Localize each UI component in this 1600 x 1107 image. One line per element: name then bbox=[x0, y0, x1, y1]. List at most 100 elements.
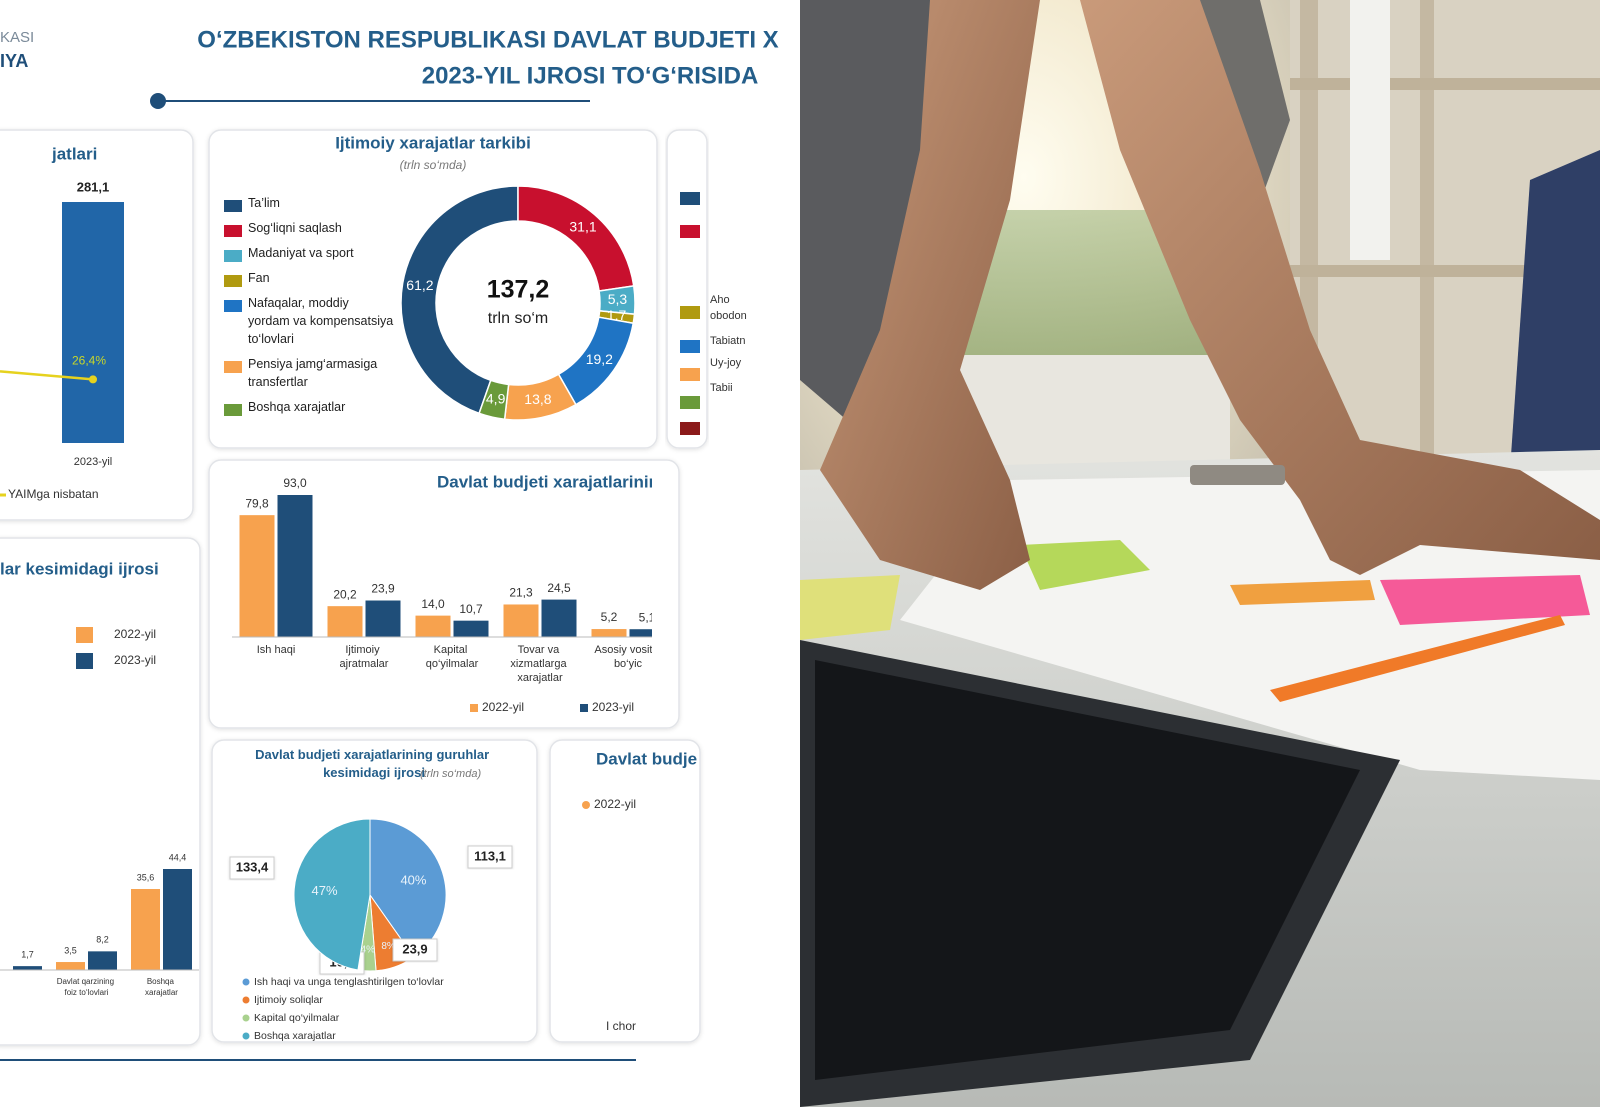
legend-label: Nafaqalar, moddiy yordam va kompensatsiy… bbox=[248, 296, 397, 346]
bar bbox=[415, 615, 451, 637]
legend-swatch bbox=[680, 396, 700, 409]
value-label: 21,3 bbox=[509, 586, 533, 600]
value-label: 19,2 bbox=[586, 351, 613, 367]
bar bbox=[629, 629, 652, 637]
value-label: 26,4% bbox=[72, 354, 106, 368]
legend-swatch bbox=[76, 627, 93, 643]
legend-swatch bbox=[680, 192, 700, 205]
logo-text: IYA bbox=[0, 51, 28, 71]
legend-swatch bbox=[680, 225, 700, 238]
percent-label: 47% bbox=[312, 883, 338, 898]
legend-swatch bbox=[224, 404, 242, 416]
category-label: 2023-yil bbox=[74, 456, 113, 468]
photo-sticky-note bbox=[1020, 540, 1150, 590]
photo-person-right bbox=[1510, 150, 1600, 480]
chart: Ijtimoiy xarajatlar tarkibi (trln so‘mda)… bbox=[224, 133, 636, 421]
bar bbox=[239, 515, 275, 637]
value-box bbox=[467, 845, 513, 869]
value-box bbox=[229, 856, 275, 880]
panel-title: Davlat budje bbox=[596, 749, 697, 768]
photo-sticky-note bbox=[800, 575, 900, 640]
bar bbox=[131, 889, 160, 970]
legend-swatch bbox=[242, 996, 250, 1004]
legend-label: Boshqa xarajatlar bbox=[248, 400, 345, 414]
photo-shelf-item bbox=[1350, 0, 1390, 260]
chart: jatlari 281,1 2023-yil 26,4% YAIMga nisbatan bbox=[0, 144, 124, 501]
value-label: 31,1 bbox=[569, 218, 596, 234]
value-label: 23,9 bbox=[402, 941, 427, 956]
value-label: 24,5 bbox=[547, 581, 571, 595]
legend-label: Uy-joy bbox=[710, 357, 742, 369]
photo-sticky-note bbox=[1380, 575, 1590, 625]
category-label: Ish haqi bbox=[257, 644, 296, 656]
legend-label: Fan bbox=[248, 271, 270, 285]
chart-title: Davlat budjeti xarajatlarining guruhlar … bbox=[255, 747, 493, 780]
legend-swatch bbox=[242, 1032, 250, 1040]
category-label: Kapital qo‘yilmalar bbox=[426, 644, 479, 670]
legend-swatch bbox=[224, 300, 242, 312]
value-label: 10,7 bbox=[459, 602, 483, 616]
percent-label: 4% bbox=[361, 944, 376, 955]
bar bbox=[365, 600, 401, 637]
photo-phone bbox=[1190, 465, 1285, 485]
value-label: 93,0 bbox=[283, 476, 307, 490]
panel bbox=[208, 459, 680, 729]
legend-label: Boshqa xarajatlar bbox=[254, 1030, 336, 1042]
value-label: 5,3 bbox=[608, 291, 628, 307]
photo-arm-right bbox=[1080, 0, 1600, 575]
value-label: 13,8 bbox=[524, 391, 551, 407]
legend-swatch bbox=[224, 361, 242, 373]
legend-swatch bbox=[242, 978, 250, 986]
value-label: 20,2 bbox=[333, 587, 357, 601]
value-label: 61,2 bbox=[406, 277, 433, 293]
legend-label: YAIMga nisbatan bbox=[8, 487, 99, 501]
legend-swatch bbox=[242, 1014, 250, 1022]
chart-title: Davlat budjeti xarajatlarinin bbox=[437, 472, 659, 491]
pie-slice bbox=[293, 818, 371, 971]
bar bbox=[62, 202, 124, 443]
legend-label: Ish haqi va unga tenglashtirilgen to‘lov… bbox=[254, 976, 444, 988]
percent-label: 8% bbox=[381, 941, 396, 952]
value-label: 5,1 bbox=[639, 610, 656, 624]
value-box bbox=[392, 938, 438, 962]
chart-title: jatlari bbox=[51, 144, 97, 163]
legend-swatch bbox=[224, 225, 242, 237]
legend-swatch bbox=[470, 704, 478, 712]
legend-label: Ta’lim bbox=[248, 196, 280, 210]
legend-label: 2022-yil bbox=[594, 797, 636, 811]
legend-swatch bbox=[680, 340, 700, 353]
bar bbox=[163, 869, 192, 970]
value-label: 79,8 bbox=[245, 496, 269, 510]
legend-label: Ijtimoiy soliqlar bbox=[254, 994, 323, 1006]
value-label: 23,9 bbox=[371, 582, 395, 596]
value-label: 14,0 bbox=[421, 597, 445, 611]
category-label: I chor bbox=[606, 1019, 636, 1033]
bar bbox=[503, 604, 539, 637]
legend-label: 2022-yil bbox=[482, 700, 524, 714]
line-point bbox=[89, 375, 97, 384]
photo bbox=[800, 0, 1600, 1107]
center-label: 137,2 bbox=[487, 276, 550, 304]
center-sublabel: trln so‘m bbox=[488, 310, 548, 327]
value-label: 44,4 bbox=[169, 852, 187, 862]
legend-label: obodon bbox=[710, 310, 747, 322]
legend-swatch bbox=[224, 250, 242, 262]
donut-slice bbox=[400, 185, 519, 415]
chart: Davlat budjeti xarajatlarinin 79,8 93,0 Ish… bbox=[232, 472, 659, 714]
chart-subtitle: (trln so‘mda) bbox=[400, 158, 467, 172]
legend-swatch bbox=[680, 422, 700, 435]
legend-swatch bbox=[680, 306, 700, 319]
category-label: Boshqa xarajatlar bbox=[145, 977, 178, 997]
chart: Davlat budjeti xarajatlarining guruhlar … bbox=[229, 747, 513, 1042]
legend-swatch bbox=[224, 200, 242, 212]
value-label: 113,1 bbox=[474, 848, 506, 863]
chart-subtitle: (trln so‘mda) bbox=[420, 768, 481, 780]
value-label: 3,5 bbox=[64, 945, 77, 955]
legend-label: 2022-yil bbox=[114, 627, 156, 641]
value-label: 133,4 bbox=[236, 859, 269, 874]
value-label: 5,2 bbox=[601, 610, 618, 624]
legend-label: Aho bbox=[710, 294, 730, 306]
bar bbox=[591, 629, 627, 637]
chart-title: lar kesimidagi ijrosi bbox=[0, 559, 159, 578]
